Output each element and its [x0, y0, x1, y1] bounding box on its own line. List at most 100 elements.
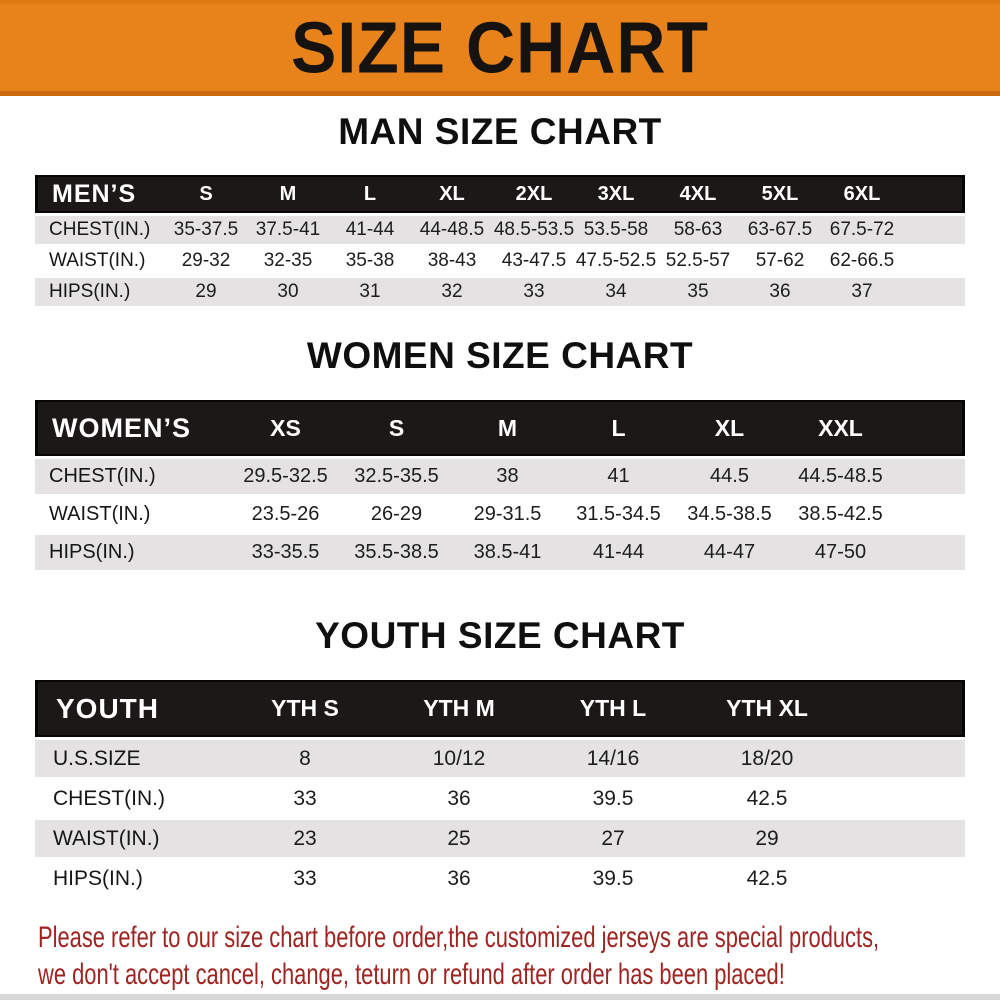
youth-row-chest-in: CHEST(IN.) 33 36 39.5 42.5 — [35, 777, 965, 817]
men-waist-in-value-4xl: 52.5-57 — [657, 244, 739, 275]
men-table-label: MEN’S — [35, 175, 165, 213]
youth-size-header-yth-xl: YTH XL — [690, 680, 844, 737]
women-hips-in-value-xxl: 47-50 — [785, 532, 896, 570]
men-waist-in-value-s: 29-32 — [165, 244, 247, 275]
men-waist-in-value-2xl: 43-47.5 — [493, 244, 575, 275]
women-row-filler — [896, 532, 965, 570]
men-row-filler — [903, 275, 965, 306]
men-waist-in-value-xl: 38-43 — [411, 244, 493, 275]
men-waist-in-value-5xl: 57-62 — [739, 244, 821, 275]
youth-u-s-size-value-yth-l: 14/16 — [536, 737, 690, 777]
men-size-header-6xl: 6XL — [821, 175, 903, 213]
women-size-header-s: S — [341, 400, 452, 456]
youth-measure-label-u-s-size: U.S.SIZE — [35, 737, 228, 777]
men-row-chest-in: CHEST(IN.) 35-37.5 37.5-41 41-44 44-48.5 48.5… — [35, 213, 965, 244]
youth-waist-in-value-yth-m: 25 — [382, 817, 536, 857]
men-chest-in-value-4xl: 58-63 — [657, 213, 739, 244]
women-header-row: WOMEN’S XS S M L XL XXL — [35, 400, 965, 456]
men-chest-in-value-s: 35-37.5 — [165, 213, 247, 244]
women-header-filler — [896, 400, 965, 456]
men-hips-in-value-l: 31 — [329, 275, 411, 306]
women-chest-in-value-xl: 44.5 — [674, 456, 785, 494]
women-waist-in-value-xl: 34.5-38.5 — [674, 494, 785, 532]
youth-measure-label-hips-in: HIPS(IN.) — [35, 857, 228, 897]
youth-row-filler — [844, 817, 965, 857]
men-header-row: MEN’S S M L XL 2XL 3XL 4XL 5XL 6XL — [35, 175, 965, 213]
youth-row-filler — [844, 857, 965, 897]
men-chest-in-value-m: 37.5-41 — [247, 213, 329, 244]
men-size-header-xl: XL — [411, 175, 493, 213]
disclaimer-line-2: we don't accept cancel, change, teturn o… — [38, 958, 785, 991]
women-table-label: WOMEN’S — [35, 400, 230, 456]
youth-measure-label-waist-in: WAIST(IN.) — [35, 817, 228, 857]
youth-measure-label-chest-in: CHEST(IN.) — [35, 777, 228, 817]
disclaimer-line-1: Please refer to our size chart before or… — [38, 921, 880, 954]
youth-waist-in-value-yth-s: 23 — [228, 817, 382, 857]
men-row-waist-in: WAIST(IN.) 29-32 32-35 35-38 38-43 43-47.5 47.… — [35, 244, 965, 275]
men-size-header-s: S — [165, 175, 247, 213]
youth-row-filler — [844, 777, 965, 817]
women-measure-label-hips-in: HIPS(IN.) — [35, 532, 230, 570]
youth-row-waist-in: WAIST(IN.) 23 25 27 29 — [35, 817, 965, 857]
women-hips-in-value-xl: 44-47 — [674, 532, 785, 570]
women-size-table-container: WOMEN’S XS S M L XL XXL CHEST(IN.) 29.5-32.5 32.5… — [0, 400, 1000, 570]
youth-chest-in-value-yth-l: 39.5 — [536, 777, 690, 817]
men-section-heading: MAN SIZE CHART — [338, 111, 662, 152]
men-size-header-3xl: 3XL — [575, 175, 657, 213]
men-size-table: MEN’S S M L XL 2XL 3XL 4XL 5XL 6XL CHEST(IN.) 35-37… — [35, 175, 965, 306]
youth-size-table: YOUTH YTH S YTH M YTH L YTH XL U.S.SIZE 8 10/12… — [35, 680, 965, 897]
women-row-hips-in: HIPS(IN.) 33-35.5 35.5-38.5 38.5-41 41-44 44-… — [35, 532, 965, 570]
men-chest-in-value-2xl: 48.5-53.5 — [493, 213, 575, 244]
men-hips-in-value-5xl: 36 — [739, 275, 821, 306]
men-hips-in-value-3xl: 34 — [575, 275, 657, 306]
women-section-heading: WOMEN SIZE CHART — [306, 335, 694, 376]
women-size-header-l: L — [563, 400, 674, 456]
youth-row-filler — [844, 737, 965, 777]
women-measure-label-waist-in: WAIST(IN.) — [35, 494, 230, 532]
women-hips-in-value-xs: 33-35.5 — [230, 532, 341, 570]
women-waist-in-value-s: 26-29 — [341, 494, 452, 532]
men-measure-label-waist-in: WAIST(IN.) — [35, 244, 165, 275]
men-hips-in-value-xl: 32 — [411, 275, 493, 306]
men-chest-in-value-xl: 44-48.5 — [411, 213, 493, 244]
youth-table-label: YOUTH — [35, 680, 228, 737]
men-size-header-4xl: 4XL — [657, 175, 739, 213]
women-waist-in-value-m: 29-31.5 — [452, 494, 563, 532]
youth-u-s-size-value-yth-xl: 18/20 — [690, 737, 844, 777]
women-hips-in-value-s: 35.5-38.5 — [341, 532, 452, 570]
youth-u-s-size-value-yth-m: 10/12 — [382, 737, 536, 777]
youth-hips-in-value-yth-l: 39.5 — [536, 857, 690, 897]
youth-hips-in-value-yth-xl: 42.5 — [690, 857, 844, 897]
women-size-header-m: M — [452, 400, 563, 456]
men-hips-in-value-s: 29 — [165, 275, 247, 306]
men-chest-in-value-6xl: 67.5-72 — [821, 213, 903, 244]
women-chest-in-value-s: 32.5-35.5 — [341, 456, 452, 494]
men-hips-in-value-4xl: 35 — [657, 275, 739, 306]
men-measure-label-chest-in: CHEST(IN.) — [35, 213, 165, 244]
youth-row-u-s-size: U.S.SIZE 8 10/12 14/16 18/20 — [35, 737, 965, 777]
women-row-waist-in: WAIST(IN.) 23.5-26 26-29 29-31.5 31.5-34.5 34… — [35, 494, 965, 532]
women-size-header-xl: XL — [674, 400, 785, 456]
women-row-filler — [896, 456, 965, 494]
women-size-table: WOMEN’S XS S M L XL XXL CHEST(IN.) 29.5-32.5 32.5… — [35, 400, 965, 570]
youth-header-filler — [844, 680, 965, 737]
women-row-filler — [896, 494, 965, 532]
men-chest-in-value-3xl: 53.5-58 — [575, 213, 657, 244]
men-chest-in-value-5xl: 63-67.5 — [739, 213, 821, 244]
women-chest-in-value-xxl: 44.5-48.5 — [785, 456, 896, 494]
banner-title: SIZE CHART — [291, 7, 709, 88]
women-waist-in-value-xs: 23.5-26 — [230, 494, 341, 532]
youth-u-s-size-value-yth-s: 8 — [228, 737, 382, 777]
men-chest-in-value-l: 41-44 — [329, 213, 411, 244]
women-row-chest-in: CHEST(IN.) 29.5-32.5 32.5-35.5 38 41 44.5 44.5… — [35, 456, 965, 494]
youth-hips-in-value-yth-m: 36 — [382, 857, 536, 897]
men-row-hips-in: HIPS(IN.) 29 30 31 32 33 34 35 36 37 — [35, 275, 965, 306]
men-waist-in-value-3xl: 47.5-52.5 — [575, 244, 657, 275]
size-chart-banner: SIZE CHART — [0, 0, 1000, 96]
women-chest-in-value-m: 38 — [452, 456, 563, 494]
youth-size-table-container: YOUTH YTH S YTH M YTH L YTH XL U.S.SIZE 8 10/12… — [0, 680, 1000, 897]
youth-size-header-yth-l: YTH L — [536, 680, 690, 737]
men-hips-in-value-6xl: 37 — [821, 275, 903, 306]
men-hips-in-value-2xl: 33 — [493, 275, 575, 306]
women-chest-in-value-xs: 29.5-32.5 — [230, 456, 341, 494]
